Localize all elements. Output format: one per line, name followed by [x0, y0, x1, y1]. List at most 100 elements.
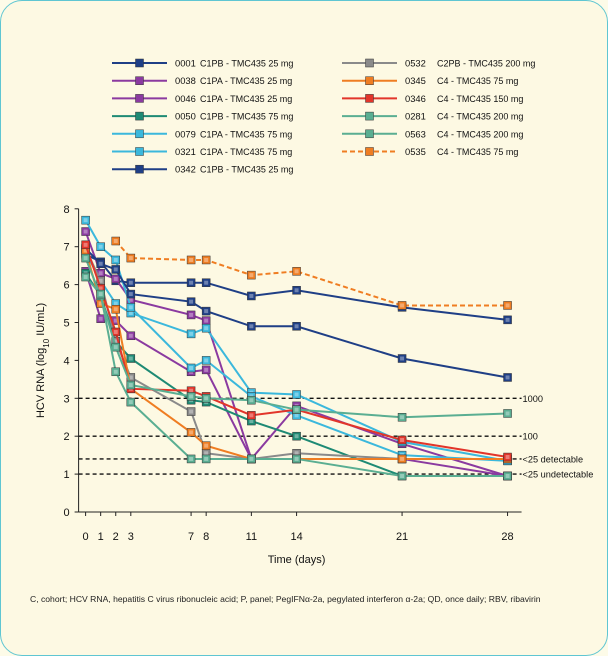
- legend-group: C2PB - TMC435 200 mg: [437, 59, 535, 69]
- y-axis-title: HCV RNA (log10 IU/mL): [35, 303, 51, 418]
- data-point-highlight: [294, 407, 299, 412]
- legend-swatch-marker: [365, 58, 374, 68]
- legend-item-0563: 0563 C4 - TMC435 200 mg: [342, 128, 523, 139]
- data-point-highlight: [249, 413, 254, 418]
- data-point: [397, 471, 407, 481]
- data-point-highlight: [189, 299, 194, 304]
- legend-group: C4 - TMC435 75 mg: [437, 76, 518, 86]
- data-point: [397, 413, 407, 422]
- data-point-highlight: [249, 419, 254, 424]
- data-point: [247, 411, 256, 420]
- series-0050: [81, 268, 512, 481]
- data-point-highlight: [83, 275, 88, 280]
- data-point-highlight: [189, 456, 194, 461]
- reference-label: 100: [523, 432, 538, 442]
- y-tick-label: 1: [63, 469, 69, 481]
- data-point: [111, 265, 120, 274]
- series-line: [84, 251, 508, 462]
- data-point: [81, 253, 90, 263]
- data-point: [292, 454, 301, 464]
- data-point: [96, 289, 105, 299]
- data-point: [201, 306, 211, 316]
- data-point-highlight: [128, 375, 133, 380]
- legend-swatch-marker: [135, 94, 144, 103]
- data-point-highlight: [400, 456, 405, 461]
- data-point: [186, 310, 196, 320]
- legend-group: C1PA - TMC435 75 mg: [200, 129, 292, 139]
- legend-item-0281: 0281 C4 - TMC435 200 mg: [342, 111, 523, 122]
- data-point-highlight: [204, 367, 209, 372]
- legend-item-0079: 0079 C1PA - TMC435 75 mg: [112, 128, 292, 139]
- x-tick-label: 3: [128, 531, 134, 543]
- data-point-highlight: [113, 267, 118, 272]
- legend-group: C4 - TMC435 200 mg: [437, 129, 523, 139]
- y-tick-label: 2: [63, 431, 69, 443]
- data-point: [186, 363, 196, 373]
- data-point-highlight: [128, 356, 133, 361]
- data-point: [292, 405, 301, 414]
- data-point-highlight: [294, 413, 299, 418]
- y-tick-label: 5: [63, 318, 69, 330]
- series-0321: [81, 215, 512, 466]
- data-point: [186, 454, 196, 464]
- series-line: [114, 240, 508, 307]
- data-point: [81, 215, 90, 225]
- data-point-highlight: [400, 473, 405, 478]
- series-line: [84, 219, 508, 462]
- data-point: [201, 441, 211, 450]
- data-point-highlight: [128, 256, 133, 261]
- data-point: [503, 471, 512, 481]
- data-point-highlight: [294, 434, 299, 439]
- data-point: [292, 431, 301, 441]
- data-point-highlight: [83, 218, 88, 223]
- data-point: [81, 272, 90, 282]
- x-tick-label: 2: [113, 531, 119, 543]
- series-line: [84, 250, 508, 460]
- legend-group: C4 - TMC435 150 mg: [437, 94, 523, 104]
- data-point-highlight: [204, 456, 209, 461]
- data-point-highlight: [400, 437, 405, 442]
- data-point-highlight: [505, 375, 510, 380]
- legend-id: 0345: [405, 75, 426, 86]
- data-point-highlight: [98, 301, 103, 306]
- data-point: [126, 303, 136, 312]
- data-point: [397, 454, 407, 464]
- legend-id: 0321: [175, 146, 196, 157]
- legend-group: C1PA - TMC435 25 mg: [200, 76, 292, 86]
- data-point: [96, 259, 105, 269]
- data-point-highlight: [113, 345, 118, 350]
- data-point: [186, 428, 196, 437]
- series-line: [84, 248, 508, 460]
- data-point-highlight: [204, 326, 209, 331]
- x-tick-label: 11: [246, 531, 257, 543]
- data-point: [292, 390, 301, 399]
- legend-item-0001: 0001 C1PB - TMC435 25 mg: [112, 58, 293, 69]
- data-point-highlight: [189, 430, 194, 435]
- data-point-highlight: [189, 257, 194, 262]
- data-point: [111, 367, 120, 377]
- data-point: [111, 236, 120, 246]
- data-point: [126, 278, 136, 287]
- data-point: [186, 297, 196, 306]
- data-point-highlight: [294, 324, 299, 329]
- y-tick-label: 6: [63, 280, 69, 292]
- x-axis-title: Time (days): [268, 554, 326, 566]
- legend-swatch-marker: [135, 111, 144, 121]
- data-point-highlight: [128, 280, 133, 285]
- legend-item-0345: 0345 C4 - TMC435 75 mg: [342, 75, 518, 86]
- data-point: [292, 322, 301, 331]
- series-line: [85, 253, 508, 321]
- data-point-highlight: [249, 398, 254, 403]
- data-point-highlight: [98, 292, 103, 297]
- data-point-highlight: [83, 229, 88, 234]
- data-point-highlight: [98, 261, 103, 266]
- data-point-highlight: [204, 396, 209, 401]
- data-point-highlight: [189, 365, 194, 370]
- legend-swatch-marker: [135, 76, 144, 85]
- data-point-highlight: [249, 293, 254, 298]
- y-tick-label: 8: [63, 204, 69, 216]
- data-point-highlight: [505, 455, 510, 460]
- data-point-highlight: [128, 400, 133, 405]
- data-point-highlight: [113, 239, 118, 244]
- series-line: [84, 276, 508, 477]
